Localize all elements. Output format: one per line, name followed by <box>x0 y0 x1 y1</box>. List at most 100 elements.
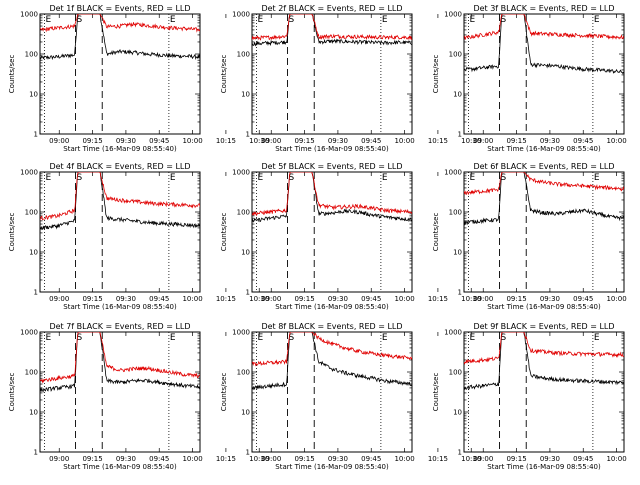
x-axis-label: Start Time (16-Mar-09 08:55:40) <box>63 145 177 153</box>
series-line-lld <box>252 14 412 40</box>
y-tick-label: 1 <box>458 131 462 139</box>
y-tick-label: 10 <box>241 91 250 99</box>
x-tick-label: 09:15 <box>82 137 102 145</box>
marker-label-e: E <box>594 333 600 343</box>
panel-title: Det 2f BLACK = Events, RED = LLD <box>261 4 402 13</box>
x-axis-label: Start Time (16-Mar-09 08:55:40) <box>487 145 601 153</box>
x-tick-label: 09:00 <box>261 455 281 463</box>
panel-det-7: Det 7f BLACK = Events, RED = LLD11010010… <box>8 322 269 471</box>
y-tick-label: 100 <box>237 369 250 377</box>
plot-frame <box>252 332 412 452</box>
series-line-lld <box>252 172 412 215</box>
y-tick-label: 10 <box>453 91 462 99</box>
marker-label-e: E <box>257 333 263 343</box>
marker-label-e: E <box>382 173 388 183</box>
x-tick-label: 09:15 <box>294 455 314 463</box>
x-axis-label: Start Time (16-Mar-09 08:55:40) <box>487 463 601 471</box>
x-tick-label: 09:45 <box>149 295 169 303</box>
x-tick-label: 09:15 <box>294 137 314 145</box>
panel-title: Det 9f BLACK = Events, RED = LLD <box>473 322 614 331</box>
x-tick-label: 09:00 <box>473 455 493 463</box>
x-tick-label: 09:30 <box>116 295 136 303</box>
y-tick-label: 1000 <box>20 11 38 19</box>
plot-frame <box>40 332 200 452</box>
y-axis-label: Counts/sec <box>432 213 440 252</box>
x-tick-label: 09:45 <box>573 455 593 463</box>
marker-label-e: E <box>170 173 176 183</box>
y-tick-label: 100 <box>237 51 250 59</box>
x-tick-label: 09:45 <box>361 137 381 145</box>
y-tick-label: 10 <box>241 249 250 257</box>
y-tick-label: 1 <box>34 289 38 297</box>
x-tick-label: 09:00 <box>49 455 69 463</box>
y-axis-label: Counts/sec <box>432 55 440 94</box>
y-tick-label: 1 <box>458 289 462 297</box>
panel-det-6: Det 6f BLACK = Events, RED = LLD11010010… <box>432 162 640 311</box>
plot-frame <box>40 172 200 292</box>
y-axis-label: Counts/sec <box>8 213 16 252</box>
plot-frame <box>40 14 200 134</box>
y-tick-label: 100 <box>25 209 38 217</box>
y-axis-label: Counts/sec <box>8 55 16 94</box>
series-line-events <box>464 172 624 224</box>
x-axis-label: Start Time (16-Mar-09 08:55:40) <box>63 463 177 471</box>
marker-label-e: E <box>257 173 263 183</box>
y-tick-label: 100 <box>449 209 462 217</box>
y-axis-label: Counts/sec <box>220 55 228 94</box>
x-tick-label: 09:45 <box>149 137 169 145</box>
series-line-events <box>252 172 412 222</box>
x-axis-label: Start Time (16-Mar-09 08:55:40) <box>275 463 389 471</box>
y-axis-label: Counts/sec <box>8 373 16 412</box>
marker-label-e: E <box>170 333 176 343</box>
plot-frame <box>464 14 624 134</box>
x-tick-label: 09:30 <box>540 137 560 145</box>
marker-label-e: E <box>45 333 51 343</box>
y-tick-label: 1000 <box>444 11 462 19</box>
panel-det-3: Det 3f BLACK = Events, RED = LLD11010010… <box>432 4 640 153</box>
x-tick-label: 09:00 <box>261 137 281 145</box>
series-line-lld <box>252 332 412 365</box>
x-tick-label: 09:00 <box>261 295 281 303</box>
y-tick-label: 10 <box>453 409 462 417</box>
x-tick-label: 09:15 <box>506 455 526 463</box>
x-tick-label: 10:15 <box>428 455 448 463</box>
x-tick-label: 09:15 <box>82 455 102 463</box>
y-tick-label: 1 <box>34 131 38 139</box>
x-tick-label: 10:00 <box>606 455 626 463</box>
x-tick-label: 09:00 <box>49 295 69 303</box>
y-tick-label: 1 <box>246 449 250 457</box>
marker-label-e: E <box>170 15 176 25</box>
series-line-events <box>40 14 200 59</box>
x-tick-label: 10:00 <box>182 295 202 303</box>
y-axis-label: Counts/sec <box>220 373 228 412</box>
plot-frame <box>252 172 412 292</box>
series-line-events <box>252 332 412 389</box>
y-tick-label: 100 <box>449 51 462 59</box>
x-tick-label: 10:00 <box>606 137 626 145</box>
x-tick-label: 09:30 <box>328 455 348 463</box>
x-tick-label: 09:45 <box>573 295 593 303</box>
panel-title: Det 7f BLACK = Events, RED = LLD <box>49 322 190 331</box>
series-line-lld <box>40 332 200 382</box>
panel-det-9: Det 9f BLACK = Events, RED = LLD11010010… <box>432 322 640 471</box>
y-tick-label: 1000 <box>232 11 250 19</box>
marker-label-e: E <box>594 173 600 183</box>
y-tick-label: 1000 <box>20 169 38 177</box>
series-line-lld <box>464 14 624 40</box>
x-tick-label: 09:30 <box>328 295 348 303</box>
y-tick-label: 1 <box>34 449 38 457</box>
x-axis-label: Start Time (16-Mar-09 08:55:40) <box>275 145 389 153</box>
x-tick-label: 09:45 <box>361 455 381 463</box>
x-tick-label: 09:30 <box>116 455 136 463</box>
y-tick-label: 1000 <box>232 169 250 177</box>
panel-title: Det 8f BLACK = Events, RED = LLD <box>261 322 402 331</box>
x-tick-label: 10:15 <box>428 137 448 145</box>
marker-label-e: E <box>469 333 475 343</box>
y-tick-label: 10 <box>29 91 38 99</box>
y-tick-label: 100 <box>449 369 462 377</box>
y-axis-label: Counts/sec <box>220 213 228 252</box>
y-tick-label: 10 <box>453 249 462 257</box>
x-tick-label: 09:30 <box>540 455 560 463</box>
marker-label-e: E <box>382 15 388 25</box>
series-line-events <box>464 332 624 390</box>
